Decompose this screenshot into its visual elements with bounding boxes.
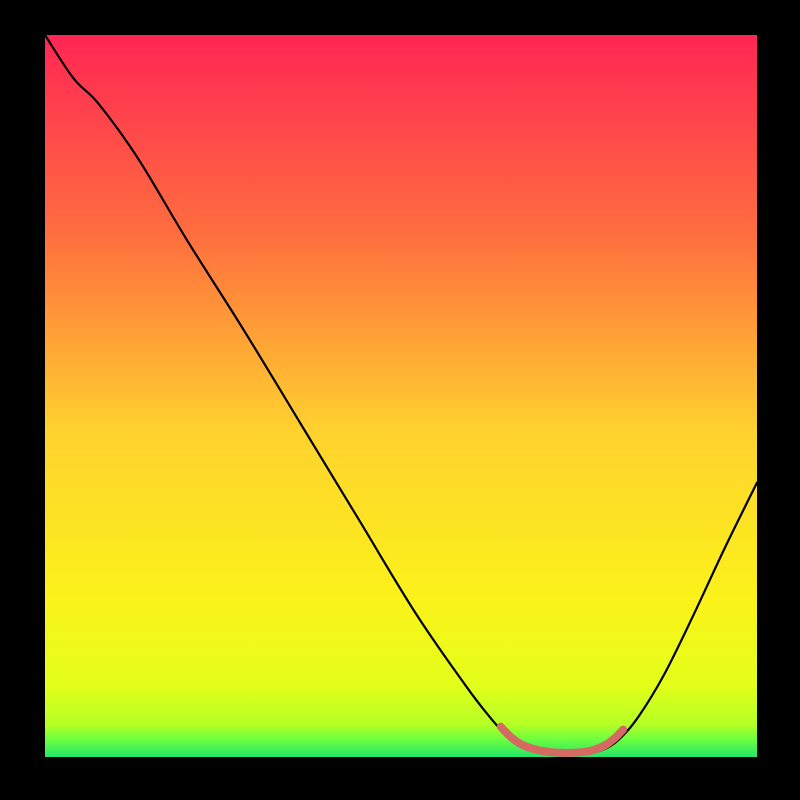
bottleneck-chart [0,0,800,800]
chart-container: TheBottleneck.com [0,0,800,800]
chart-gradient-bg [45,35,757,757]
